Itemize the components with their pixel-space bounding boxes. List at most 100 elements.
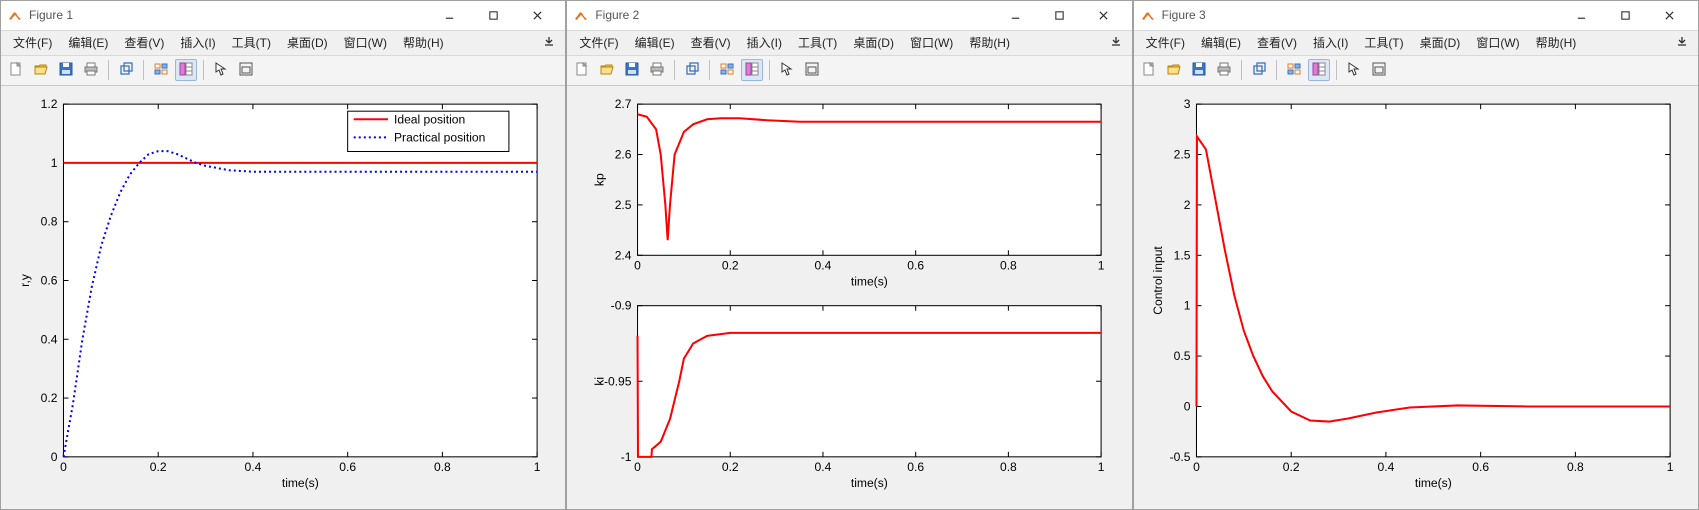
menu-item[interactable]: 桌面(D) <box>845 31 902 54</box>
tool-undock-button[interactable] <box>681 59 703 81</box>
menu-item[interactable]: 窗口(W) <box>1468 31 1527 54</box>
print-icon <box>1216 61 1232 80</box>
tool-save-button[interactable] <box>1188 59 1210 81</box>
svg-text:0.5: 0.5 <box>1173 349 1190 363</box>
window-min-button[interactable] <box>1560 1 1604 29</box>
svg-text:1: 1 <box>51 156 58 170</box>
menu-item[interactable]: 桌面(D) <box>1412 31 1469 54</box>
svg-text:0: 0 <box>1193 460 1200 474</box>
figure-canvas[interactable]: 00.20.40.60.81-0.500.511.522.53time(s)Co… <box>1134 86 1698 509</box>
window-min-button[interactable] <box>427 1 471 29</box>
window-titlebar[interactable]: Figure 3 <box>1134 1 1698 31</box>
tool-undock-button[interactable] <box>115 59 137 81</box>
tool-print-button[interactable] <box>1213 59 1235 81</box>
tool-save-button[interactable] <box>621 59 643 81</box>
tool-insp-button[interactable] <box>1308 59 1330 81</box>
menu-item[interactable]: 编辑(E) <box>1193 31 1249 54</box>
window-close-button[interactable] <box>515 1 559 29</box>
tool-grid-button[interactable] <box>716 59 738 81</box>
menu-item[interactable]: 文件(F) <box>5 31 60 54</box>
window-max-button[interactable] <box>1604 1 1648 29</box>
tool-bound-button[interactable] <box>235 59 257 81</box>
tool-arrow-button[interactable] <box>776 59 798 81</box>
open-icon <box>599 61 615 80</box>
tool-save-button[interactable] <box>55 59 77 81</box>
figure-canvas[interactable]: 00.20.40.60.812.42.52.62.7time(s)kp00.20… <box>567 86 1131 509</box>
menu-item[interactable]: 插入(I) <box>172 31 223 54</box>
matlab-logo-icon <box>1140 7 1156 23</box>
menu-item[interactable]: 查看(V) <box>116 31 172 54</box>
menu-item[interactable]: 帮助(H) <box>395 31 452 54</box>
tool-arrow-button[interactable] <box>1343 59 1365 81</box>
svg-text:0: 0 <box>635 258 642 272</box>
tool-undock-button[interactable] <box>1248 59 1270 81</box>
tool-open-button[interactable] <box>596 59 618 81</box>
menu-item[interactable]: 插入(I) <box>1305 31 1356 54</box>
plot-svg: 00.20.40.60.81-0.500.511.522.53time(s)Co… <box>1134 86 1698 509</box>
grid-icon <box>1286 61 1302 80</box>
figure-canvas[interactable]: 00.20.40.60.8100.20.40.60.811.2time(s)r,… <box>1 86 565 509</box>
svg-text:0.4: 0.4 <box>815 460 832 474</box>
menu-item[interactable]: 工具(T) <box>1356 31 1411 54</box>
menubar: 文件(F)编辑(E)查看(V)插入(I)工具(T)桌面(D)窗口(W)帮助(H) <box>1 31 565 57</box>
tool-insp-button[interactable] <box>741 59 763 81</box>
tool-new-button[interactable] <box>5 59 27 81</box>
menu-item[interactable]: 文件(F) <box>571 31 626 54</box>
svg-text:1.2: 1.2 <box>41 97 58 111</box>
window-titlebar[interactable]: Figure 2 <box>567 1 1131 31</box>
tool-open-button[interactable] <box>1163 59 1185 81</box>
tool-arrow-button[interactable] <box>210 59 232 81</box>
menu-overflow-icon[interactable] <box>1670 33 1694 52</box>
svg-text:2: 2 <box>1183 198 1190 212</box>
toolbar-separator <box>769 60 770 80</box>
svg-text:1: 1 <box>534 460 541 474</box>
menu-item[interactable]: 帮助(H) <box>961 31 1018 54</box>
tool-print-button[interactable] <box>80 59 102 81</box>
plot-svg: 00.20.40.60.812.42.52.62.7time(s)kp00.20… <box>567 86 1131 509</box>
tool-new-button[interactable] <box>571 59 593 81</box>
menu-item[interactable]: 查看(V) <box>683 31 739 54</box>
menu-item[interactable]: 窗口(W) <box>902 31 961 54</box>
menu-item[interactable]: 桌面(D) <box>279 31 336 54</box>
tool-grid-button[interactable] <box>150 59 172 81</box>
svg-text:0.4: 0.4 <box>1377 460 1394 474</box>
tool-grid-button[interactable] <box>1283 59 1305 81</box>
toolbar <box>1 56 565 86</box>
tool-bound-button[interactable] <box>1368 59 1390 81</box>
tool-insp-button[interactable] <box>175 59 197 81</box>
svg-text:0.6: 0.6 <box>908 460 925 474</box>
window-close-button[interactable] <box>1648 1 1692 29</box>
menu-item[interactable]: 编辑(E) <box>627 31 683 54</box>
undock-icon <box>1251 61 1267 80</box>
menu-item[interactable]: 编辑(E) <box>60 31 116 54</box>
menu-item[interactable]: 文件(F) <box>1138 31 1193 54</box>
menu-overflow-icon[interactable] <box>1104 33 1128 52</box>
tool-print-button[interactable] <box>646 59 668 81</box>
svg-text:-0.5: -0.5 <box>1169 450 1190 464</box>
menu-item[interactable]: 窗口(W) <box>336 31 395 54</box>
svg-text:-0.9: -0.9 <box>611 298 632 312</box>
svg-text:1: 1 <box>1666 460 1673 474</box>
svg-text:r,y: r,y <box>18 273 32 287</box>
svg-text:1: 1 <box>1098 258 1105 272</box>
tool-bound-button[interactable] <box>801 59 823 81</box>
menu-item[interactable]: 帮助(H) <box>1528 31 1585 54</box>
menu-item[interactable]: 插入(I) <box>739 31 790 54</box>
toolbar-separator <box>674 60 675 80</box>
menu-item[interactable]: 工具(T) <box>790 31 845 54</box>
window-min-button[interactable] <box>994 1 1038 29</box>
window-max-button[interactable] <box>471 1 515 29</box>
window-close-button[interactable] <box>1082 1 1126 29</box>
svg-text:2.7: 2.7 <box>615 97 632 111</box>
menu-item[interactable]: 查看(V) <box>1249 31 1305 54</box>
svg-text:0.8: 0.8 <box>1000 460 1017 474</box>
window-titlebar[interactable]: Figure 1 <box>1 1 565 31</box>
tool-new-button[interactable] <box>1138 59 1160 81</box>
svg-text:Control input: Control input <box>1151 245 1165 314</box>
menu-item[interactable]: 工具(T) <box>224 31 279 54</box>
menu-overflow-icon[interactable] <box>537 33 561 52</box>
svg-text:2.4: 2.4 <box>615 248 632 262</box>
bound-icon <box>1371 61 1387 80</box>
window-max-button[interactable] <box>1038 1 1082 29</box>
tool-open-button[interactable] <box>30 59 52 81</box>
